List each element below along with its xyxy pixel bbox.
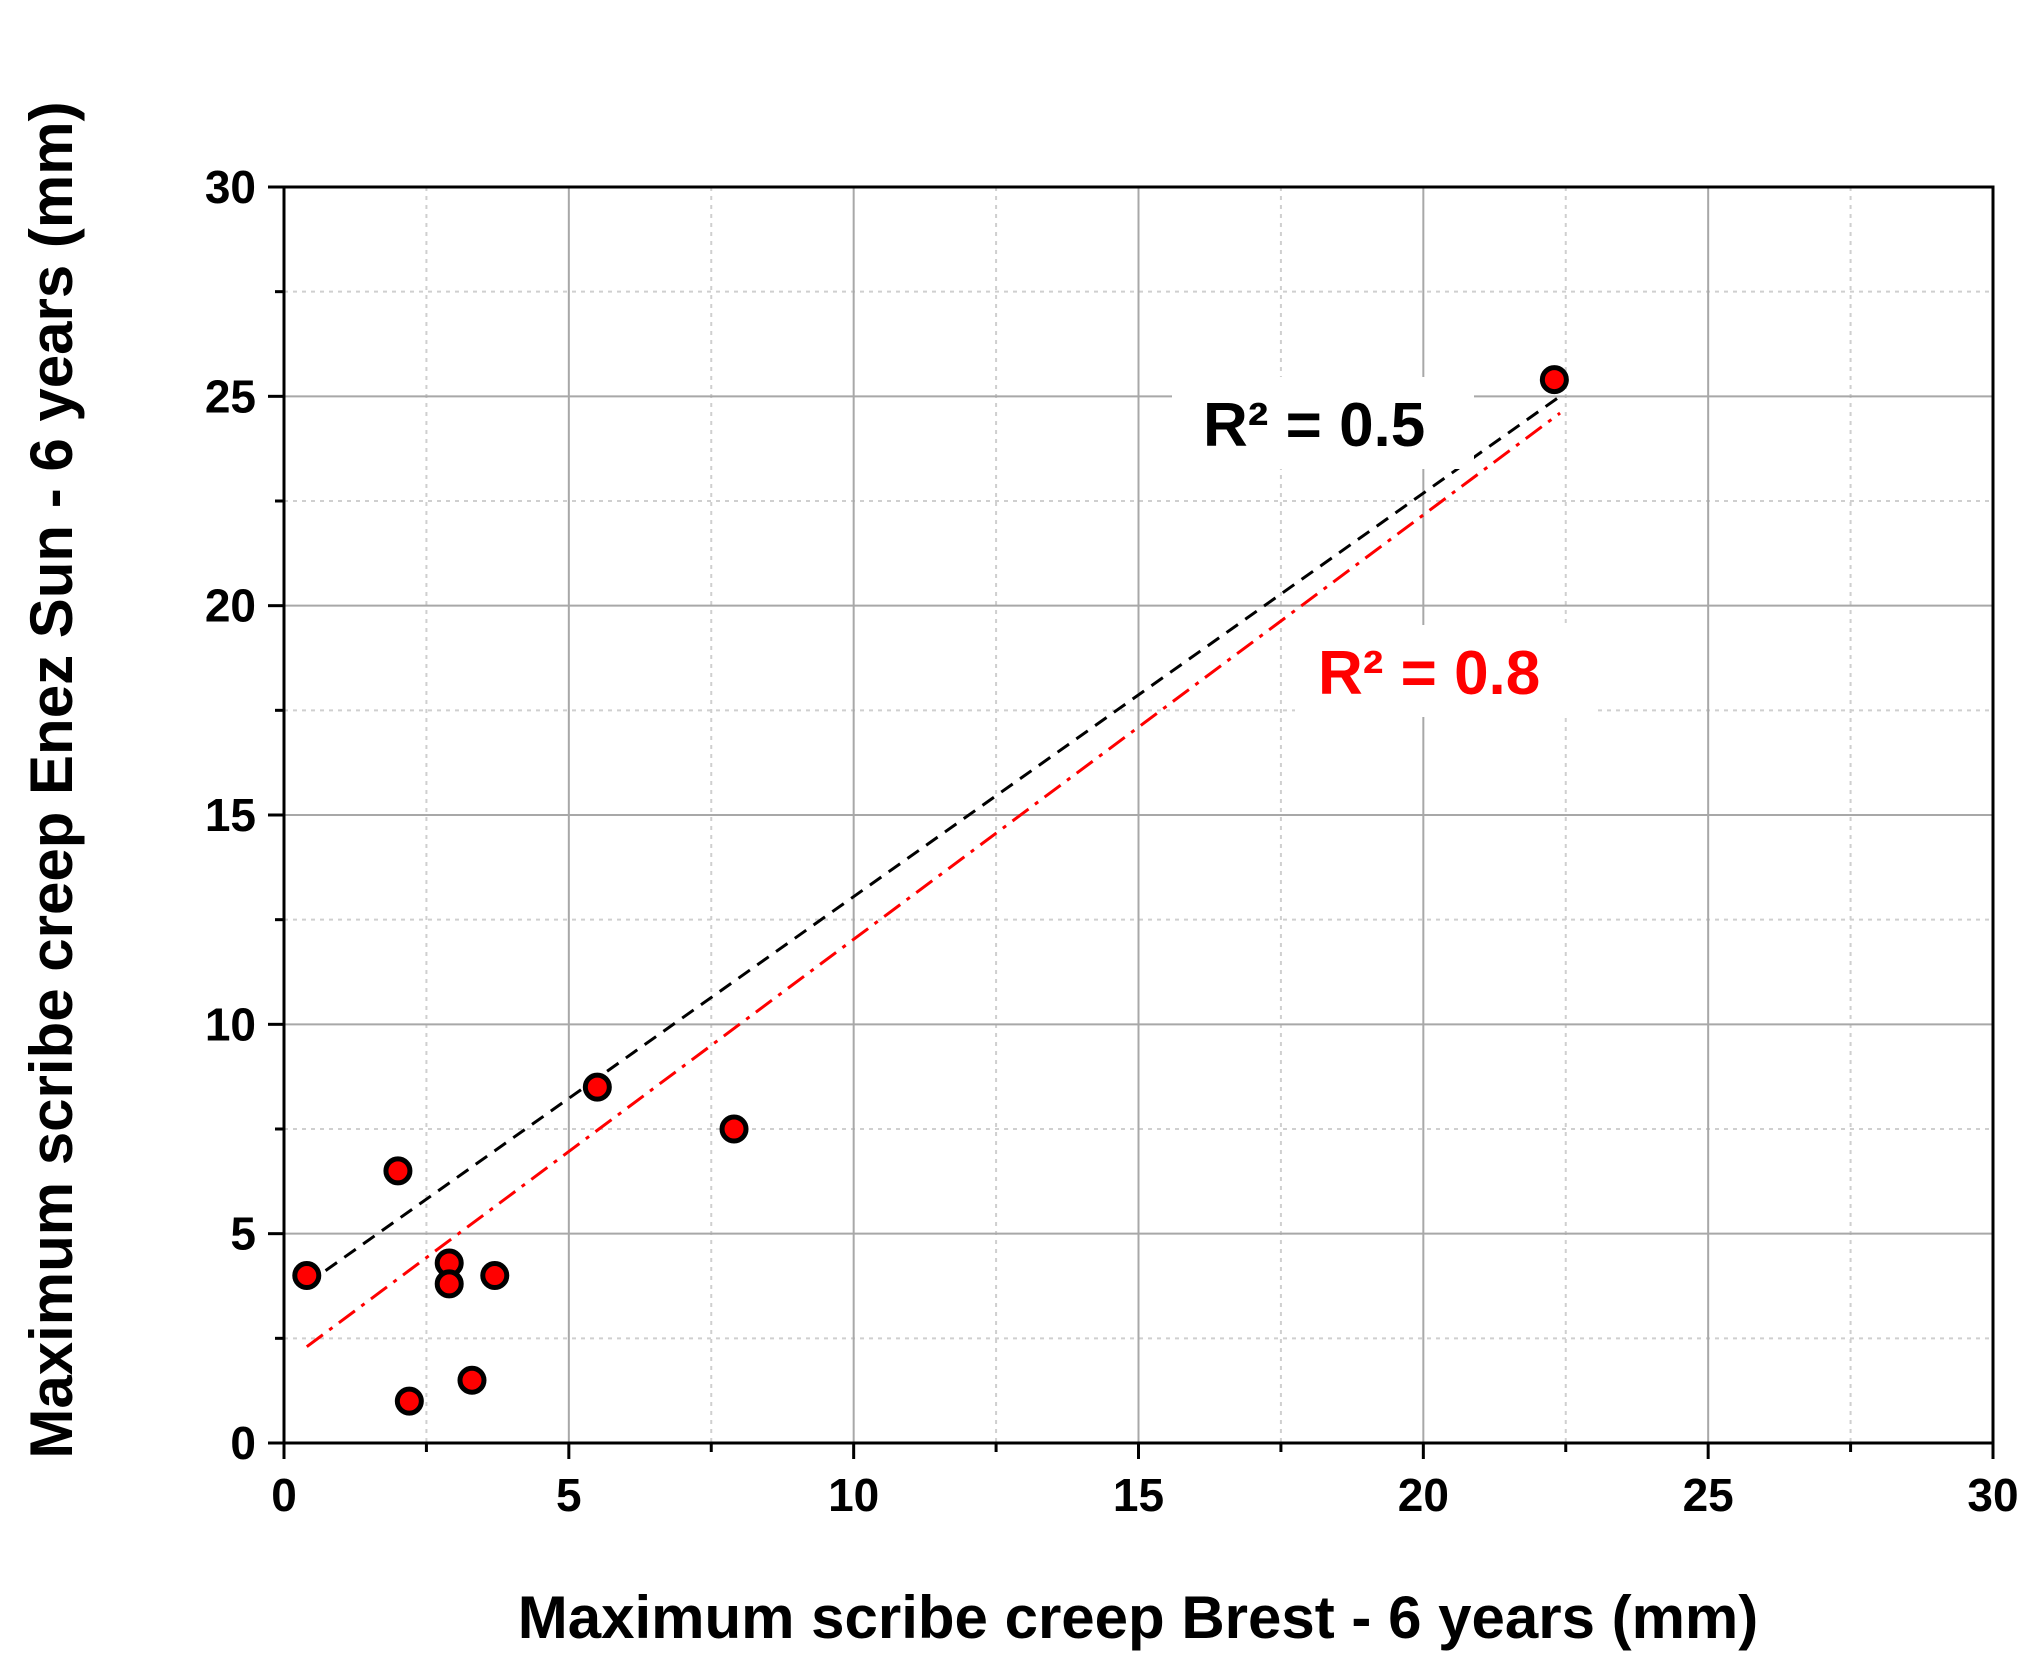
data-point [383,1156,413,1186]
x-tick-label: 25 [1683,1469,1734,1521]
y-tick-label: 5 [230,1208,256,1260]
data-point [480,1261,510,1291]
y-tick-label: 25 [205,370,256,422]
x-tick-label: 30 [1967,1469,2018,1521]
r2-label-black: R² = 0.5 [1203,391,1425,460]
grid [284,187,1993,1443]
fit-lines [305,395,1561,1348]
y-tick-label: 10 [205,998,256,1050]
data-point [292,1261,322,1291]
y-tick-label: 20 [205,580,256,632]
y-tick-label: 0 [230,1417,256,1469]
data-point [457,1365,487,1395]
y-tick-label: 15 [205,789,256,841]
data-point [1539,365,1569,395]
y-tick-label: 30 [205,161,256,213]
x-tick-label: 20 [1398,1469,1449,1521]
plot-frame [282,185,1995,1445]
x-axis-title: Maximum scribe creep Brest - 6 years (mm… [518,1584,1759,1651]
data-points [292,365,1569,1416]
x-tick-label: 5 [556,1469,582,1521]
y-axis-title: Maximum scribe creep Enez Sun - 6 years … [18,101,85,1458]
r2-label-red: R² = 0.8 [1318,639,1540,708]
axis-ticks: 0 5 10 15 20 25 30 0 5 10 15 20 25 30 [205,161,2019,1521]
annotation-bg-red [1295,625,1597,717]
fit-line-1 [305,411,1561,1348]
data-point [394,1386,424,1416]
data-point [434,1269,464,1299]
x-tick-label: 15 [1113,1469,1164,1521]
x-tick-label: 0 [271,1469,297,1521]
data-point [719,1114,749,1144]
fit-line-0 [305,395,1561,1286]
data-point [582,1072,612,1102]
x-tick-label: 10 [828,1469,879,1521]
annotation-bg-black [1172,377,1474,469]
